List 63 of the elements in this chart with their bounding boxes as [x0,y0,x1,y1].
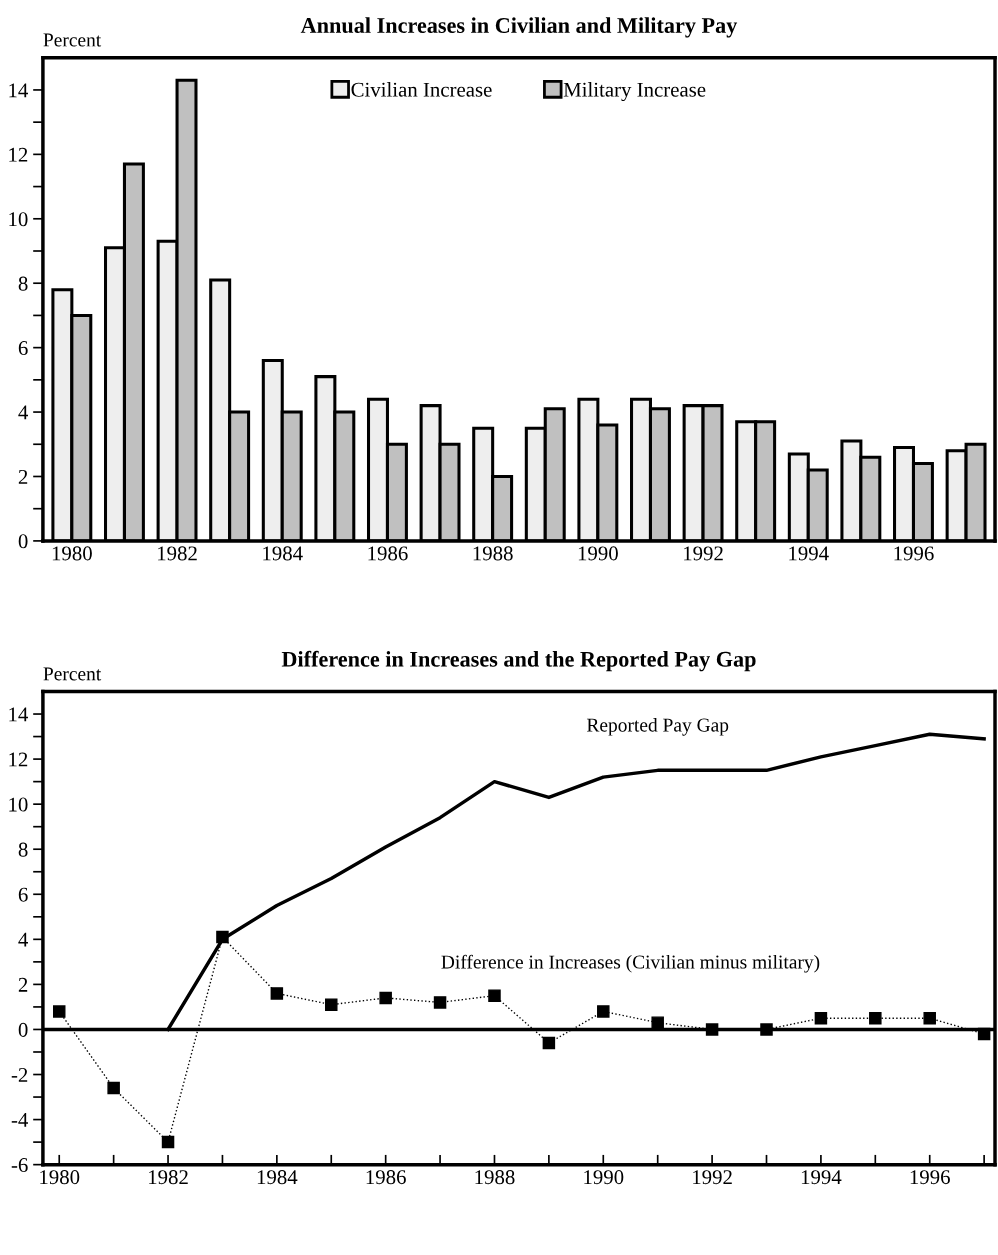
y-tick-label: 10 [9,212,28,227]
y-tick-label: 2 [18,977,28,992]
y-tick-label: 14 [9,83,29,98]
x-tick-label: 1988 [475,1170,515,1185]
y-tick-label: 6 [18,341,28,356]
y-tick-label: 10 [9,797,28,812]
point [488,989,501,1002]
x-tick-label: 1994 [789,546,829,561]
point [597,1005,610,1018]
chart-title: Difference in Increases and the Reported Pay Gap [281,650,756,672]
y-tick-label: 14 [9,707,29,722]
legend-label: Military Increase [563,82,706,102]
x-tick-label: 1984 [263,546,303,561]
x-tick-label: 1990 [578,546,618,561]
y-tick-label: -4 [11,1113,29,1127]
x-tick-label: 1996 [894,546,934,561]
point [107,1081,120,1095]
point [216,930,229,944]
point [923,1011,936,1025]
point [869,1011,882,1025]
y-tick-label: 8 [18,842,28,857]
point [977,1027,991,1041]
x-tick-label: 1982 [149,1170,188,1185]
series-label: Reported Pay Gap [586,717,729,736]
legend-label: Civilian Increase [351,82,492,97]
y-tick-label: -2 [11,1067,28,1082]
point [52,1005,66,1018]
x-tick-label: 1982 [158,546,197,561]
x-tick-label: 1980 [40,1170,80,1185]
x-tick-label: 1994 [801,1170,842,1185]
y-tick-label: 8 [18,276,28,291]
x-tick-label: 1992 [693,1170,732,1185]
y-axis-title: Percent [43,33,102,47]
x-tick-label: 1992 [684,546,723,561]
point [161,1135,175,1149]
y-tick-label: 0 [18,534,28,549]
point [325,998,338,1011]
point [433,996,447,1009]
point [814,1011,828,1025]
x-tick-label: 1986 [368,546,408,561]
y-tick-label: 12 [9,147,28,162]
y-tick-label: 12 [9,752,28,767]
y-tick-label: 4 [18,405,29,420]
x-tick-label: 1986 [366,1170,406,1185]
x-tick-label: 1996 [910,1170,950,1185]
series-label: Difference in Increases (Civilian minus military) [441,954,820,973]
point [760,1023,773,1036]
point [651,1016,664,1029]
y-tick-label: 0 [18,1022,28,1037]
y-tick-label: -6 [11,1158,28,1173]
y-tick-label: 6 [18,887,28,902]
x-tick-label: 1980 [52,546,92,561]
point [705,1023,719,1036]
x-tick-label: 1984 [257,1170,298,1185]
y-tick-label: 2 [18,469,28,484]
y-axis-title: Percent [43,667,102,681]
chart-title: Annual Increases in Civilian and Military Pay [300,17,738,38]
x-tick-label: 1988 [473,546,513,561]
x-tick-label: 1990 [584,1170,624,1185]
y-tick-label: 4 [18,932,29,947]
point [379,991,392,1005]
point [270,987,284,1000]
point [542,1036,556,1050]
